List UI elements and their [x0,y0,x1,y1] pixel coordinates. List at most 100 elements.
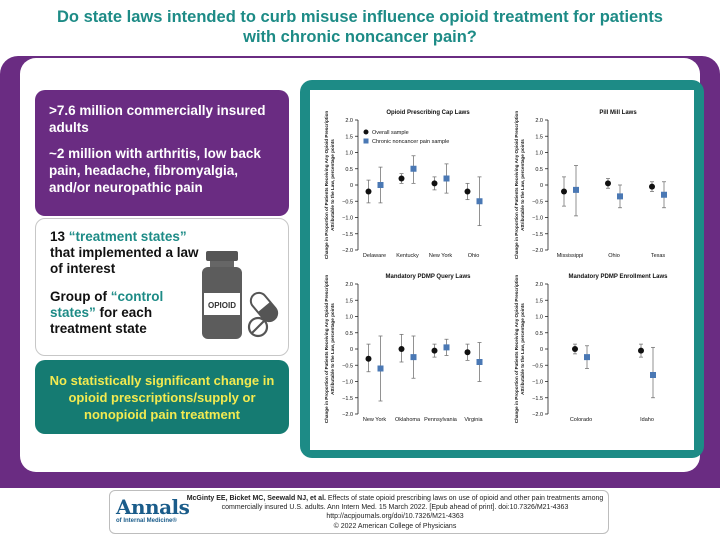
data-point-overall [605,180,611,187]
logo-sub-text: of Internal Medicine® [116,518,177,524]
legend-label: Overall sample [372,130,409,136]
y-tick-label: −1.5 [342,232,353,238]
chart-title: Mandatory PDMP Query Laws [386,274,472,280]
y-tick-label: 0 [540,347,543,353]
y-tick-label: −0.5 [342,363,353,369]
no-symbol-icon [247,316,269,338]
x-tick-label: Texas [651,253,666,259]
y-tick-label: 1.0 [345,151,353,157]
control-states-desc: for each treatment state [50,305,153,336]
data-point-chronic [377,182,384,188]
x-tick-label: New York [429,253,452,259]
data-point-overall [464,188,471,195]
y-axis-label: Attributable to the Law, percentage poin… [520,303,525,395]
population-line-1: >7.6 million commercially insured adults [49,103,266,135]
y-tick-label: 2.0 [535,282,543,288]
x-tick-label: Mississippi [557,253,584,259]
data-point-overall [572,346,578,352]
treatment-states-count: 13 [50,229,66,244]
y-tick-label: 0.5 [535,167,543,173]
legend-label: Chronic noncancer pain sample [372,139,449,145]
data-point-overall [464,349,471,356]
study-design-box: 13 “treatment states” that implemented a… [35,218,289,356]
y-tick-label: 1.5 [345,298,353,304]
y-tick-label: −0.5 [532,363,543,369]
y-axis-label: Change in Proportion of Patients Receivi… [514,111,519,260]
y-tick-label: −2.0 [532,412,543,418]
y-tick-label: −1.5 [342,396,353,402]
y-tick-label: 0.5 [535,331,543,337]
charts-svg: Opioid Prescribing Cap Laws 2.0 1.5 1.0 0.5 0… [324,110,669,424]
opioid-bottle-icon: OPIOID [202,251,279,339]
control-states-term: “control states” [50,289,164,320]
treatment-states-term: “treatment states” [68,229,187,244]
page-title: Do state laws intended to curb misuse in… [0,0,720,54]
data-point-overall [365,355,372,362]
y-tick-label: 0 [540,183,543,189]
legend-marker-chronic [363,138,369,144]
y-tick-label: 0 [350,347,353,353]
y-tick-label: 0 [350,183,353,189]
data-point-chronic [661,191,667,198]
y-tick-label: −1.5 [532,396,543,402]
annals-logo: Annals of Internal Medicine® [116,495,190,524]
y-axis-label: Change in Proportion of Patients Receivi… [514,275,519,424]
copyright-text: © 2022 American College of Physicians [333,523,457,530]
data-point-chronic [410,165,417,172]
data-point-chronic [410,354,417,361]
y-tick-label: 1.0 [345,315,353,321]
data-point-chronic [377,365,384,372]
data-point-overall [431,347,438,354]
x-tick-label: Delaware [363,253,386,259]
logo-main-text: Annals [116,495,190,519]
data-point-overall [398,346,405,352]
y-tick-label: 1.5 [535,134,543,140]
y-tick-label: 0.5 [345,167,353,173]
x-tick-label: Pennsylvania [424,417,458,423]
legend-marker-overall [363,129,369,135]
data-point-chronic [476,198,483,205]
data-point-chronic [617,193,623,200]
study-design-text: 13 “treatment states” that implemented a… [50,229,200,337]
chart-title: Mandatory PDMP Enrollment Laws [569,274,669,280]
y-tick-label: 0.5 [345,331,353,337]
x-tick-label: Ohio [608,253,620,259]
y-axis-label: Attributable to the Law, percentage poin… [330,139,335,231]
treatment-states-desc: that implemented a law of interest [50,245,199,276]
x-tick-label: Ohio [468,253,480,259]
bottom-band [0,474,720,488]
bottle-label: OPIOID [208,301,236,310]
y-tick-label: 1.0 [535,315,543,321]
y-tick-label: 2.0 [345,282,353,288]
y-axis-label: Change in Proportion of Patients Receivi… [324,275,329,424]
data-point-chronic [443,344,450,351]
data-point-chronic [476,359,483,365]
data-point-overall [431,180,438,187]
control-states-prefix: Group of [50,289,107,304]
y-tick-label: 1.5 [345,134,353,140]
x-tick-label: Virginia [464,417,483,423]
citation-url[interactable]: http://acpjournals.org/doi/10.7326/M21-4… [326,513,464,520]
y-tick-label: 2.0 [535,118,543,124]
title-line-2: with chronic noncancer pain? [243,28,477,46]
citation-authors: McGinty EE, Bicket MC, Seewald NJ, et al… [186,495,326,502]
data-point-chronic [573,186,579,193]
chart-area: Opioid Prescribing Cap Laws 2.0 1.5 1.0 0.5 0… [310,90,694,450]
y-tick-label: −1.0 [532,216,543,222]
treatment-states-block: 13 “treatment states” that implemented a… [50,229,200,277]
data-point-overall [561,188,567,195]
y-tick-label: −1.0 [532,380,543,386]
chart-title: Pill Mill Laws [599,110,637,116]
citation-footer: Annals of Internal Medicine® McGinty EE,… [109,490,609,534]
y-tick-label: −0.5 [532,199,543,205]
chart-title: Opioid Prescribing Cap Laws [386,110,470,116]
y-tick-label: 2.0 [345,118,353,124]
y-tick-label: 1.5 [535,298,543,304]
x-tick-label: Idaho [640,417,654,423]
title-line-1: Do state laws intended to curb misuse in… [56,8,663,26]
data-point-overall [649,183,655,190]
data-point-chronic [443,175,450,182]
y-tick-label: −1.5 [532,232,543,238]
conclusion-text: No statistically significant change in o… [49,372,275,422]
x-tick-label: Oklahoma [395,417,421,423]
